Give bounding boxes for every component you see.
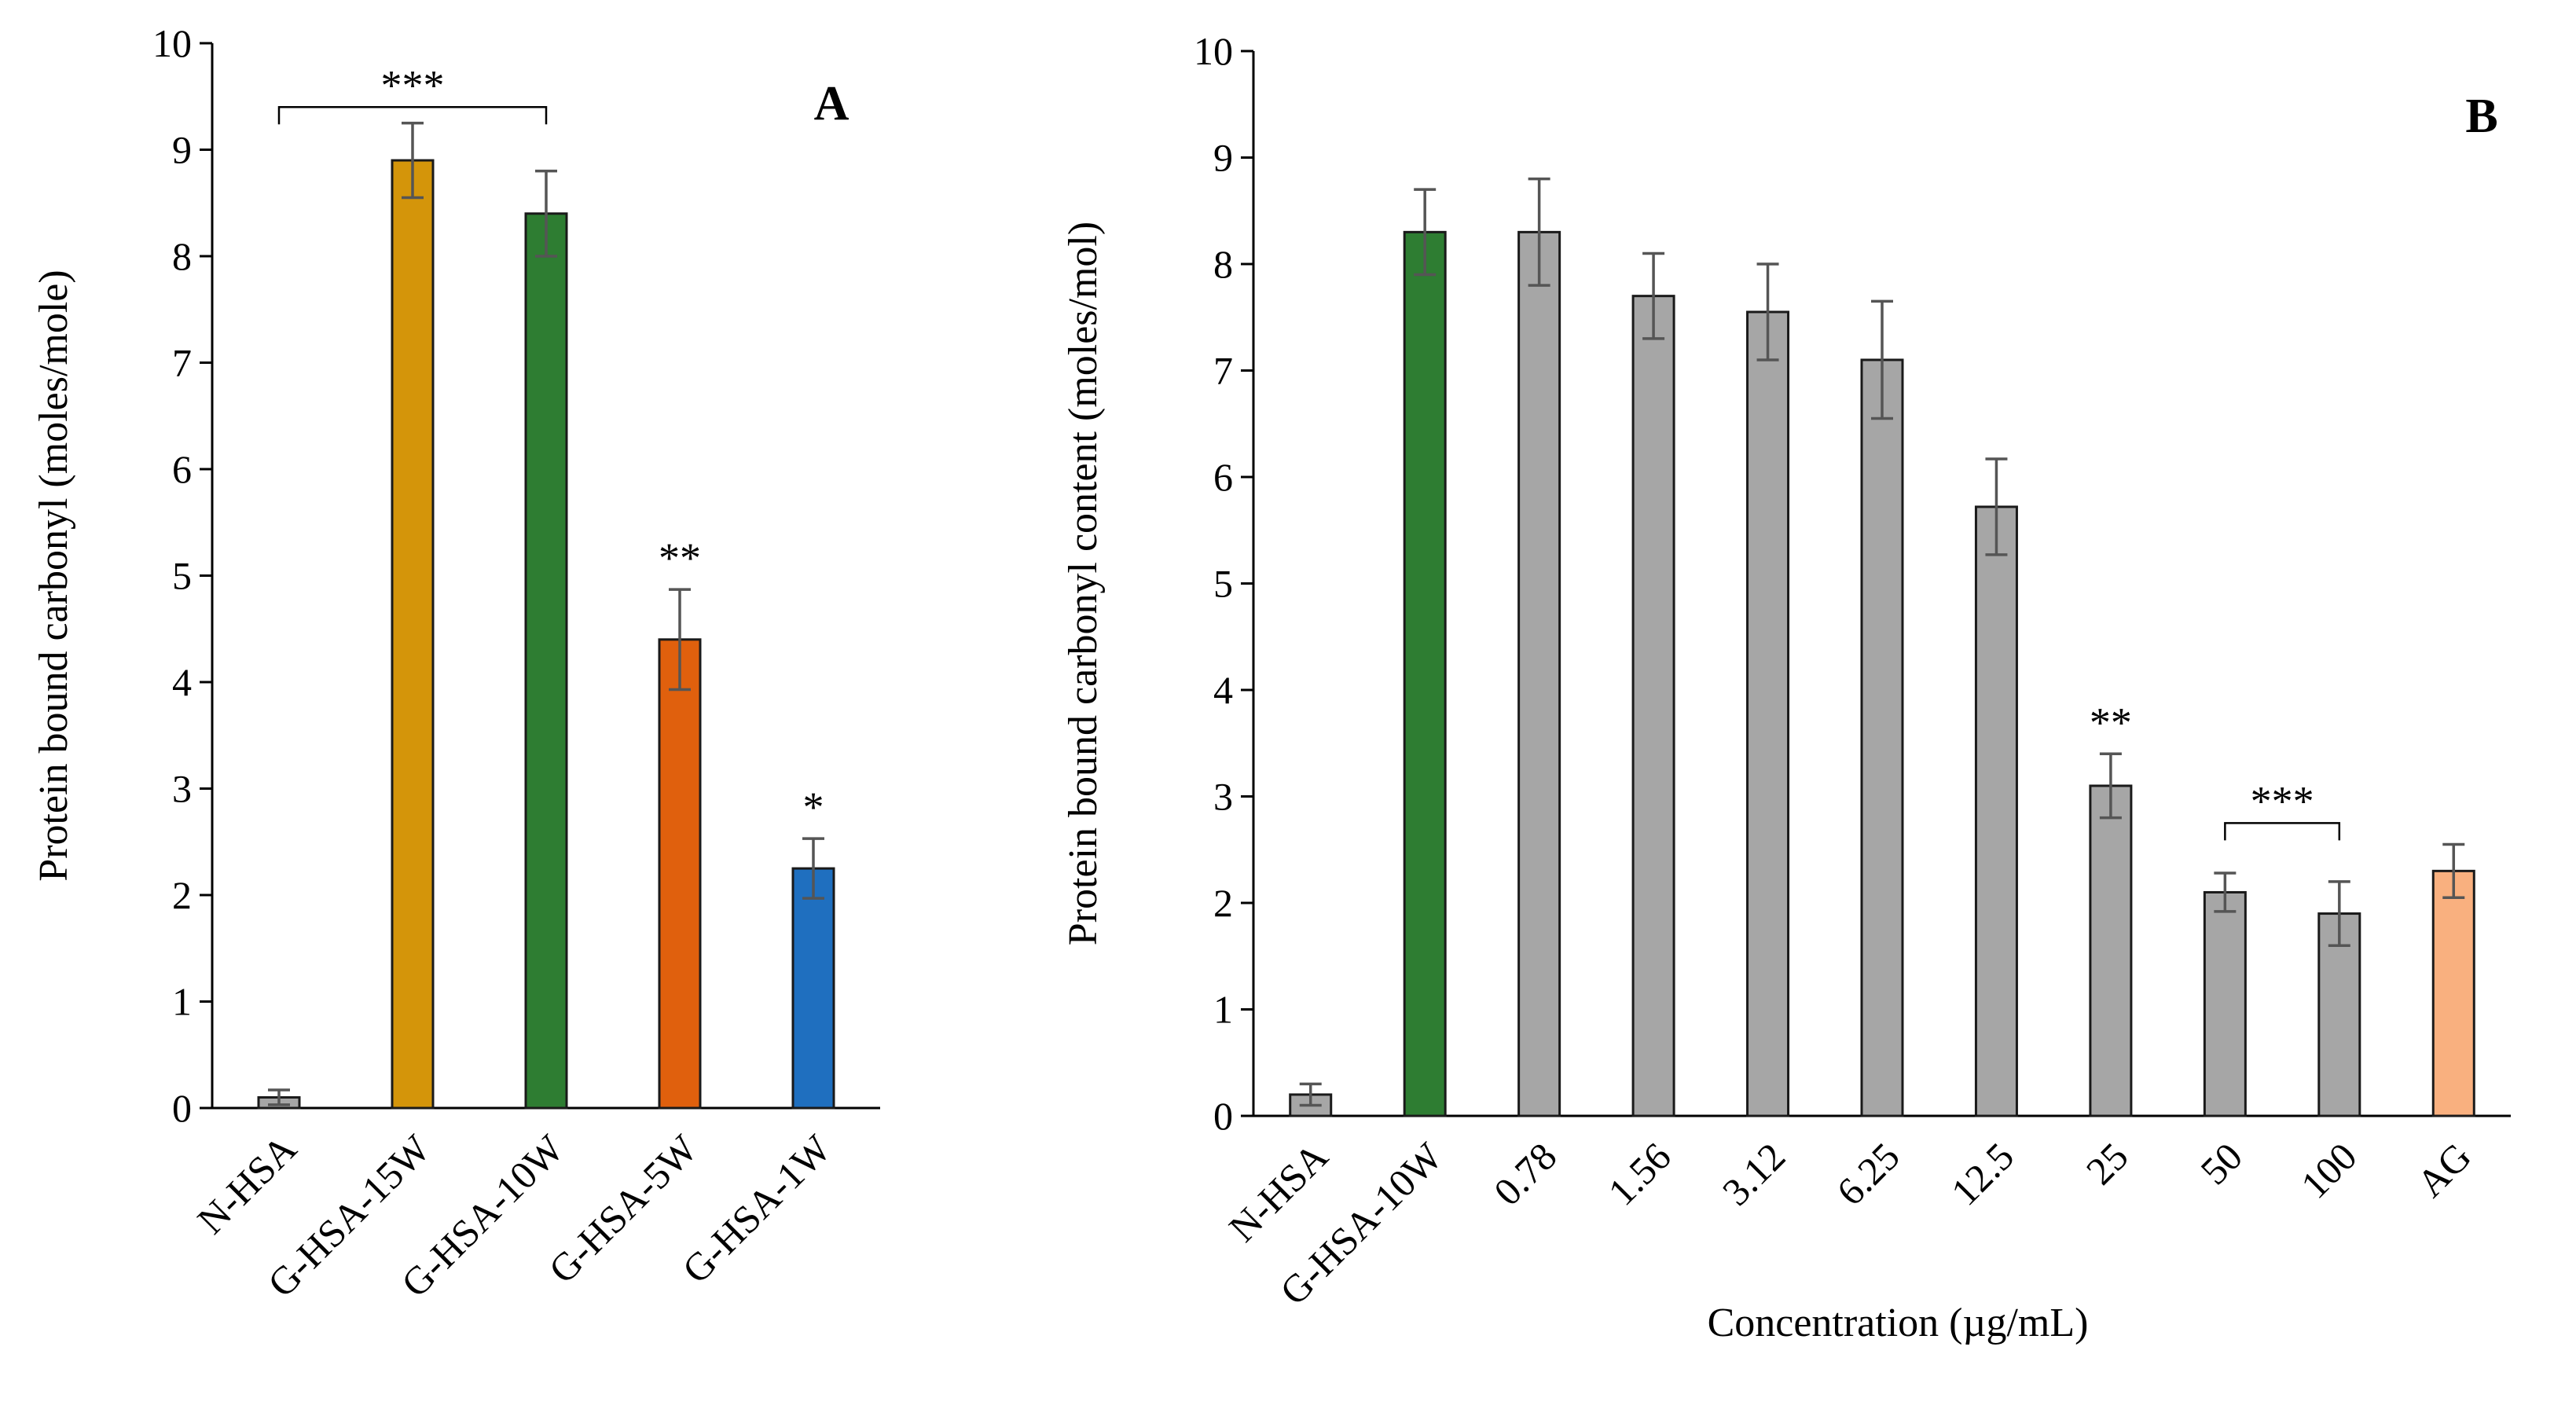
x-category-label: N-HSA xyxy=(189,1126,305,1242)
bar xyxy=(2089,784,2133,1117)
bar xyxy=(1974,505,2018,1117)
x-category-label: 1.56 xyxy=(1599,1134,1679,1213)
y-tick-label: 8 xyxy=(1213,242,1233,286)
bar xyxy=(1403,230,1447,1117)
y-tick-label: 6 xyxy=(1213,455,1233,499)
y-tick-label: 2 xyxy=(172,873,192,917)
bar xyxy=(1517,230,1561,1117)
y-tick-label: 5 xyxy=(1213,562,1233,606)
panel-label: A xyxy=(814,77,849,130)
bar xyxy=(1746,310,1790,1117)
y-tick-label: 3 xyxy=(1213,775,1233,819)
x-category-label: 50 xyxy=(2192,1134,2251,1193)
bar xyxy=(658,638,702,1110)
x-category-label: 0.78 xyxy=(1485,1134,1565,1213)
x-category-label: 6.25 xyxy=(1828,1134,1907,1213)
y-tick-label: 10 xyxy=(152,21,192,65)
y-tick-label: 4 xyxy=(172,660,192,704)
significance-bracket xyxy=(2224,822,2341,841)
y-tick-label: 7 xyxy=(172,341,192,385)
bar xyxy=(1631,295,1675,1117)
x-axis-title: Concentration (µg/mL) xyxy=(1708,1301,2089,1345)
y-tick-label: 8 xyxy=(172,234,192,278)
x-category-label: AG xyxy=(2408,1134,2479,1205)
y-tick-label: 0 xyxy=(172,1086,192,1130)
bar xyxy=(1860,358,1904,1117)
y-axis-title: Protein bound carbonyl (moles/mole) xyxy=(31,270,76,881)
x-category-label: N-HSA xyxy=(1220,1134,1337,1250)
y-tick-label: 1 xyxy=(1213,988,1233,1032)
significance-label: ** xyxy=(659,534,701,582)
y-tick-label: 2 xyxy=(1213,881,1233,925)
x-category-label: 3.12 xyxy=(1714,1134,1793,1213)
y-tick-label: 10 xyxy=(1194,29,1233,73)
x-category-label: 25 xyxy=(2078,1134,2137,1193)
x-category-label: 100 xyxy=(2292,1134,2365,1207)
bar xyxy=(391,159,435,1110)
y-tick-label: 5 xyxy=(172,554,192,598)
significance-label: ** xyxy=(2090,699,2132,746)
y-tick-label: 3 xyxy=(172,767,192,811)
bar xyxy=(2203,890,2247,1117)
y-tick-label: 9 xyxy=(172,128,192,172)
bar xyxy=(524,212,568,1110)
y-tick-label: 7 xyxy=(1213,349,1233,393)
significance-bracket xyxy=(277,106,548,125)
x-category-label: 12.5 xyxy=(1943,1134,2022,1213)
y-tick-label: 1 xyxy=(172,980,192,1024)
significance-label: *** xyxy=(381,61,445,108)
y-tick-label: 6 xyxy=(172,447,192,491)
y-tick-label: 4 xyxy=(1213,668,1233,712)
y-axis-title: Protein bound carbonyl content (moles/mo… xyxy=(1061,222,1106,945)
significance-label: *** xyxy=(2251,777,2314,824)
panel-a-chart: 012345678910N-HSAG-HSA-15WG-HSA-10WG-HSA… xyxy=(31,21,880,1305)
y-tick-label: 9 xyxy=(1213,136,1233,180)
y-tick-label: 0 xyxy=(1213,1094,1233,1138)
bar xyxy=(791,867,835,1110)
significance-label: * xyxy=(803,783,824,831)
bar xyxy=(2431,869,2475,1117)
bar xyxy=(2317,912,2361,1117)
panel-label: B xyxy=(2465,90,2497,143)
